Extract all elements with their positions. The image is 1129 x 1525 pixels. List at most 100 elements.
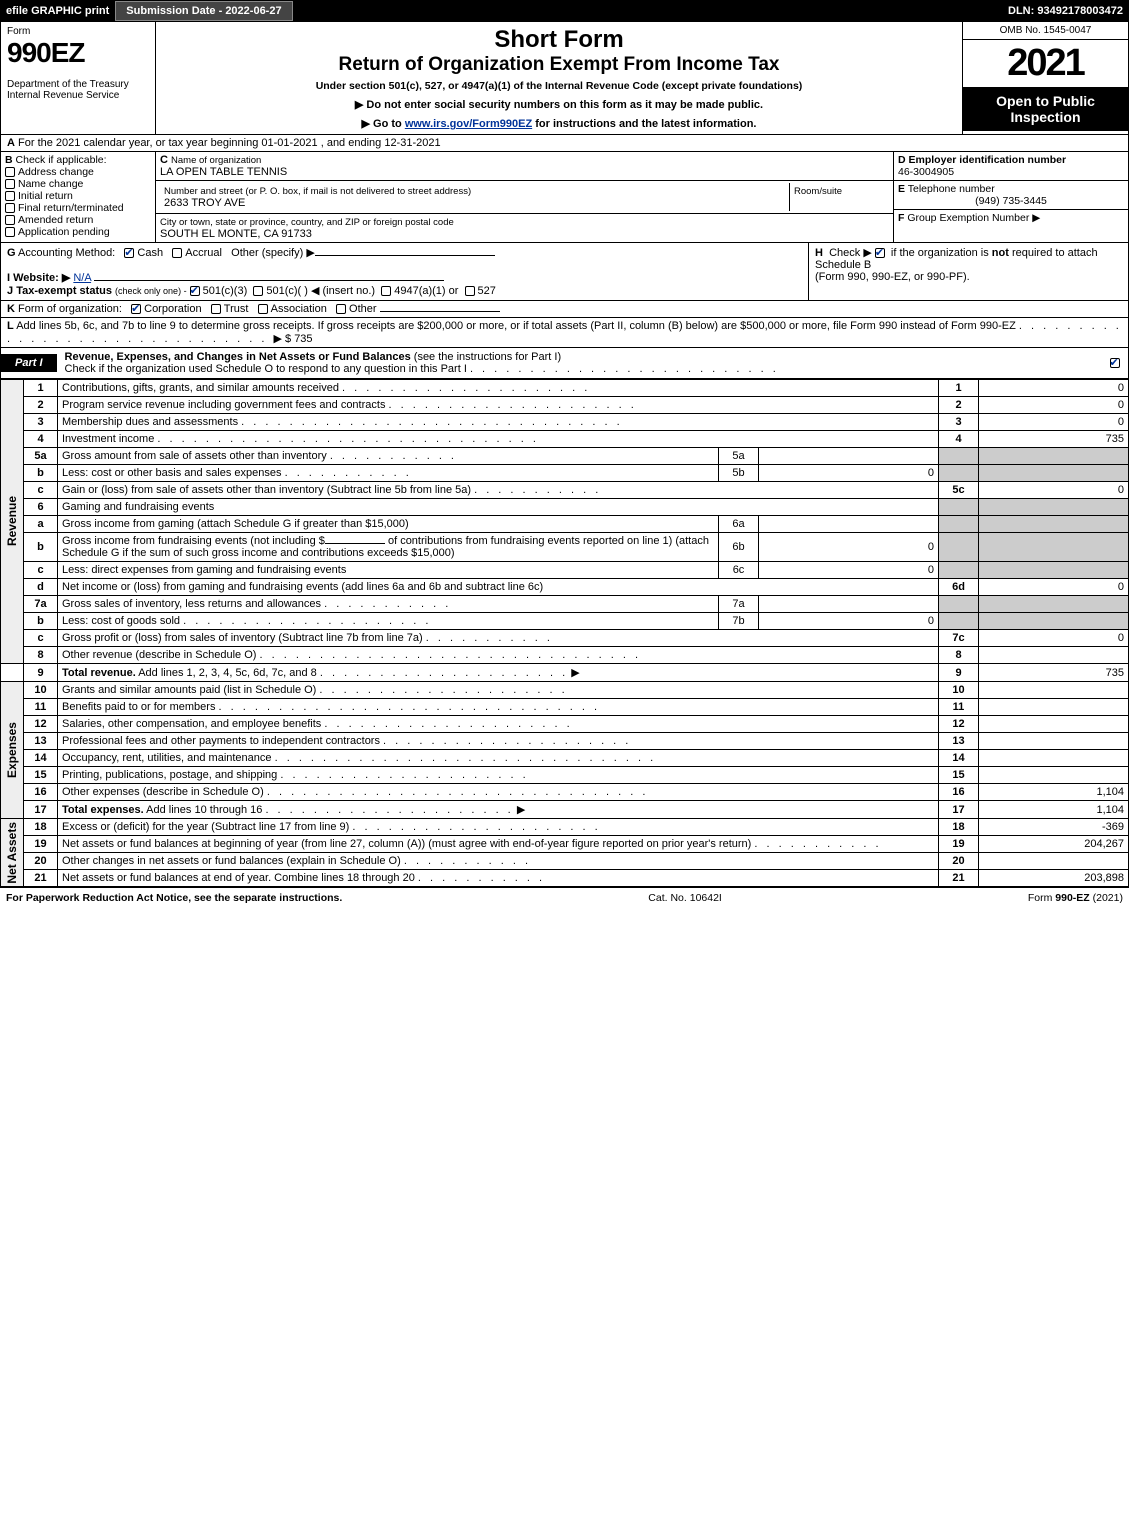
chk-assoc[interactable] [258,304,268,314]
j-o3: 4947(a)(1) or [394,285,458,297]
chk-amended[interactable] [5,215,15,225]
l-label: L [7,320,14,332]
l17-a: ▶ [517,804,525,816]
l5b-rs [939,465,979,482]
l4-d: Investment income [62,433,154,445]
line-18: Net Assets 18 Excess or (deficit) for th… [1,819,1129,836]
l7b-rs [939,613,979,630]
chk-part1-o[interactable] [1110,358,1120,368]
line-13: 13 Professional fees and other payments … [1,733,1129,750]
l7c-v: 0 [979,630,1129,647]
line-8: 8 Other revenue (describe in Schedule O)… [1,647,1129,664]
chk-trust[interactable] [211,304,221,314]
b-item-2: Initial return [18,190,73,202]
l13-d: Professional fees and other payments to … [62,735,380,747]
l17-r: 17 [939,801,979,819]
omb: OMB No. 1545-0047 [963,22,1128,40]
line-2: 2 Program service revenue including gove… [1,397,1129,414]
goto-post: for instructions and the latest informat… [532,118,756,130]
footer-r: Form 990-EZ (2021) [1028,892,1123,904]
chk-cash[interactable] [124,248,134,258]
form-number: 990EZ [7,37,149,69]
l-val: $ 735 [285,333,313,345]
chk-h[interactable] [875,248,885,258]
chk-527[interactable] [465,286,475,296]
l-text: Add lines 5b, 6c, and 7b to line 9 to de… [16,320,1016,332]
chk-4947[interactable] [381,286,391,296]
l7c-d: Gross profit or (loss) from sales of inv… [62,632,423,644]
under-section: Under section 501(c), 527, or 4947(a)(1)… [162,80,956,92]
goto-link[interactable]: www.irs.gov/Form990EZ [405,118,532,130]
dni: ▶ Do not enter social security numbers o… [162,98,956,111]
g-text: Accounting Method: [18,247,115,259]
submission-date: Submission Date - 2022-06-27 [115,1,292,21]
l9-n: 9 [24,664,58,682]
l19-v: 204,267 [979,836,1129,853]
line-19: 19 Net assets or fund balances at beginn… [1,836,1129,853]
chk-name[interactable] [5,179,15,189]
chk-accrual[interactable] [172,248,182,258]
l8-v [979,647,1129,664]
a-text: For the 2021 calendar year, or tax year … [18,137,441,149]
l12-v [979,716,1129,733]
l1-d: Contributions, gifts, grants, and simila… [62,382,339,394]
line-7b: b Less: cost of goods sold . . . . . . .… [1,613,1129,630]
chk-501c3[interactable] [190,286,200,296]
l6c-vs [979,562,1129,579]
i-text: Website: ▶ [13,272,70,284]
l6d-n: d [24,579,58,596]
chk-address[interactable] [5,167,15,177]
l20-n: 20 [24,853,58,870]
l2-n: 2 [24,397,58,414]
l19-n: 19 [24,836,58,853]
l16-n: 16 [24,784,58,801]
b-item-0: Address change [18,166,94,178]
efile-label[interactable]: efile GRAPHIC print [0,3,115,19]
h-not: not [992,247,1009,259]
d20: . . . . . . . . . . . [404,855,531,867]
chk-501c[interactable] [253,286,263,296]
d13: . . . . . . . . . . . . . . . . . . . . … [383,735,631,747]
l6d-r: 6d [939,579,979,596]
d5a: . . . . . . . . . . . [330,450,457,462]
l11-v [979,699,1129,716]
chk-other-org[interactable] [336,304,346,314]
l12-r: 12 [939,716,979,733]
l7a-vs [979,596,1129,613]
chk-initial[interactable] [5,191,15,201]
l21-r: 21 [939,870,979,887]
k-text: Form of organization: [18,303,122,315]
l7b-n: b [24,613,58,630]
chk-corp[interactable] [131,304,141,314]
k-c: Corporation [144,303,201,315]
l5a-n: 5a [24,448,58,465]
l5b-sub: 5b [719,465,759,482]
goto-pre: ▶ Go to [362,118,405,130]
c-name-h: Name of organization [171,155,261,166]
l2-v: 0 [979,397,1129,414]
l8-d: Other revenue (describe in Schedule O) [62,649,256,661]
l6a-vs [979,516,1129,533]
l14-r: 14 [939,750,979,767]
line-3: 3 Membership dues and assessments . . . … [1,414,1129,431]
line-15: 15 Printing, publications, postage, and … [1,767,1129,784]
chk-final[interactable] [5,203,15,213]
l10-n: 10 [24,682,58,699]
l6b-rs [939,533,979,562]
p1-d: . . . . . . . . . . . . . . . . . . . . … [470,363,779,375]
l13-v [979,733,1129,750]
g-label: G [7,247,16,259]
main-table: Revenue 1 Contributions, gifts, grants, … [0,379,1129,887]
l6-vs [979,499,1129,516]
i-val[interactable]: N/A [73,272,91,284]
j-o4: 527 [478,285,496,297]
l18-d: Excess or (deficit) for the year (Subtra… [62,821,349,833]
l6a-rs [939,516,979,533]
part1-label: Part I [1,354,57,372]
d16: . . . . . . . . . . . . . . . . . . . . … [267,786,649,798]
d5c: . . . . . . . . . . . [474,484,601,496]
l10-d: Grants and similar amounts paid (list in… [62,684,316,696]
line-7c: c Gross profit or (loss) from sales of i… [1,630,1129,647]
chk-pending[interactable] [5,227,15,237]
l1-n: 1 [24,380,58,397]
